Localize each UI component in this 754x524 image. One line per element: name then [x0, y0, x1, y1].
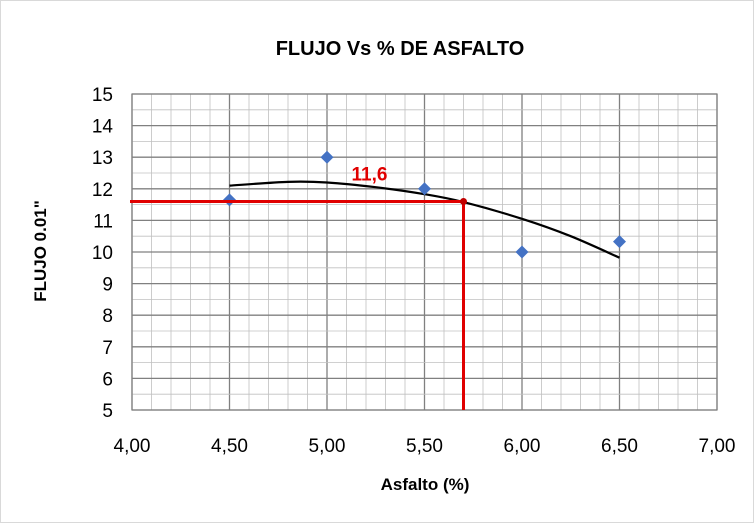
data-point — [418, 182, 431, 196]
annotation-group: 11,6 — [130, 164, 467, 410]
y-tick-label: 6 — [102, 369, 113, 390]
x-tick-label: 4,50 — [211, 436, 248, 457]
y-tick-label: 13 — [92, 148, 113, 169]
x-tick-label: 6,00 — [504, 436, 541, 457]
annotation-point — [460, 197, 467, 205]
y-tick-label: 14 — [92, 117, 114, 138]
data-point — [613, 235, 626, 249]
data-point — [223, 193, 236, 207]
x-tick-label: 4,00 — [114, 436, 151, 457]
y-axis-ticks: 5 6 7 8 9 10 11 12 13 14 15 — [92, 85, 114, 422]
x-tick-label: 6,50 — [601, 436, 638, 457]
data-points — [223, 150, 626, 259]
grid — [131, 93, 718, 411]
x-tick-label: 5,00 — [309, 436, 346, 457]
data-point — [515, 245, 529, 259]
y-tick-label: 7 — [102, 338, 113, 359]
data-point — [320, 150, 334, 164]
chart-title: FLUJO Vs % DE ASFALTO — [276, 38, 525, 60]
y-tick-label: 12 — [92, 180, 113, 201]
x-tick-label: 7,00 — [699, 436, 736, 457]
y-tick-label: 9 — [102, 275, 113, 296]
plot-area-border — [131, 93, 718, 411]
x-tick-label: 5,50 — [406, 436, 443, 457]
x-axis-ticks: 4,00 4,50 5,00 5,50 6,00 6,50 7,00 — [114, 436, 736, 457]
y-tick-label: 10 — [92, 243, 113, 264]
y-tick-label: 5 — [102, 401, 113, 422]
y-tick-label: 11 — [93, 211, 113, 232]
y-tick-label: 15 — [92, 85, 113, 106]
annotation-label: 11,6 — [352, 164, 388, 185]
x-axis-title: Asfalto (%) — [381, 475, 470, 494]
y-tick-label: 8 — [102, 306, 113, 327]
y-axis-title: FLUJO 0.01" — [31, 200, 50, 302]
